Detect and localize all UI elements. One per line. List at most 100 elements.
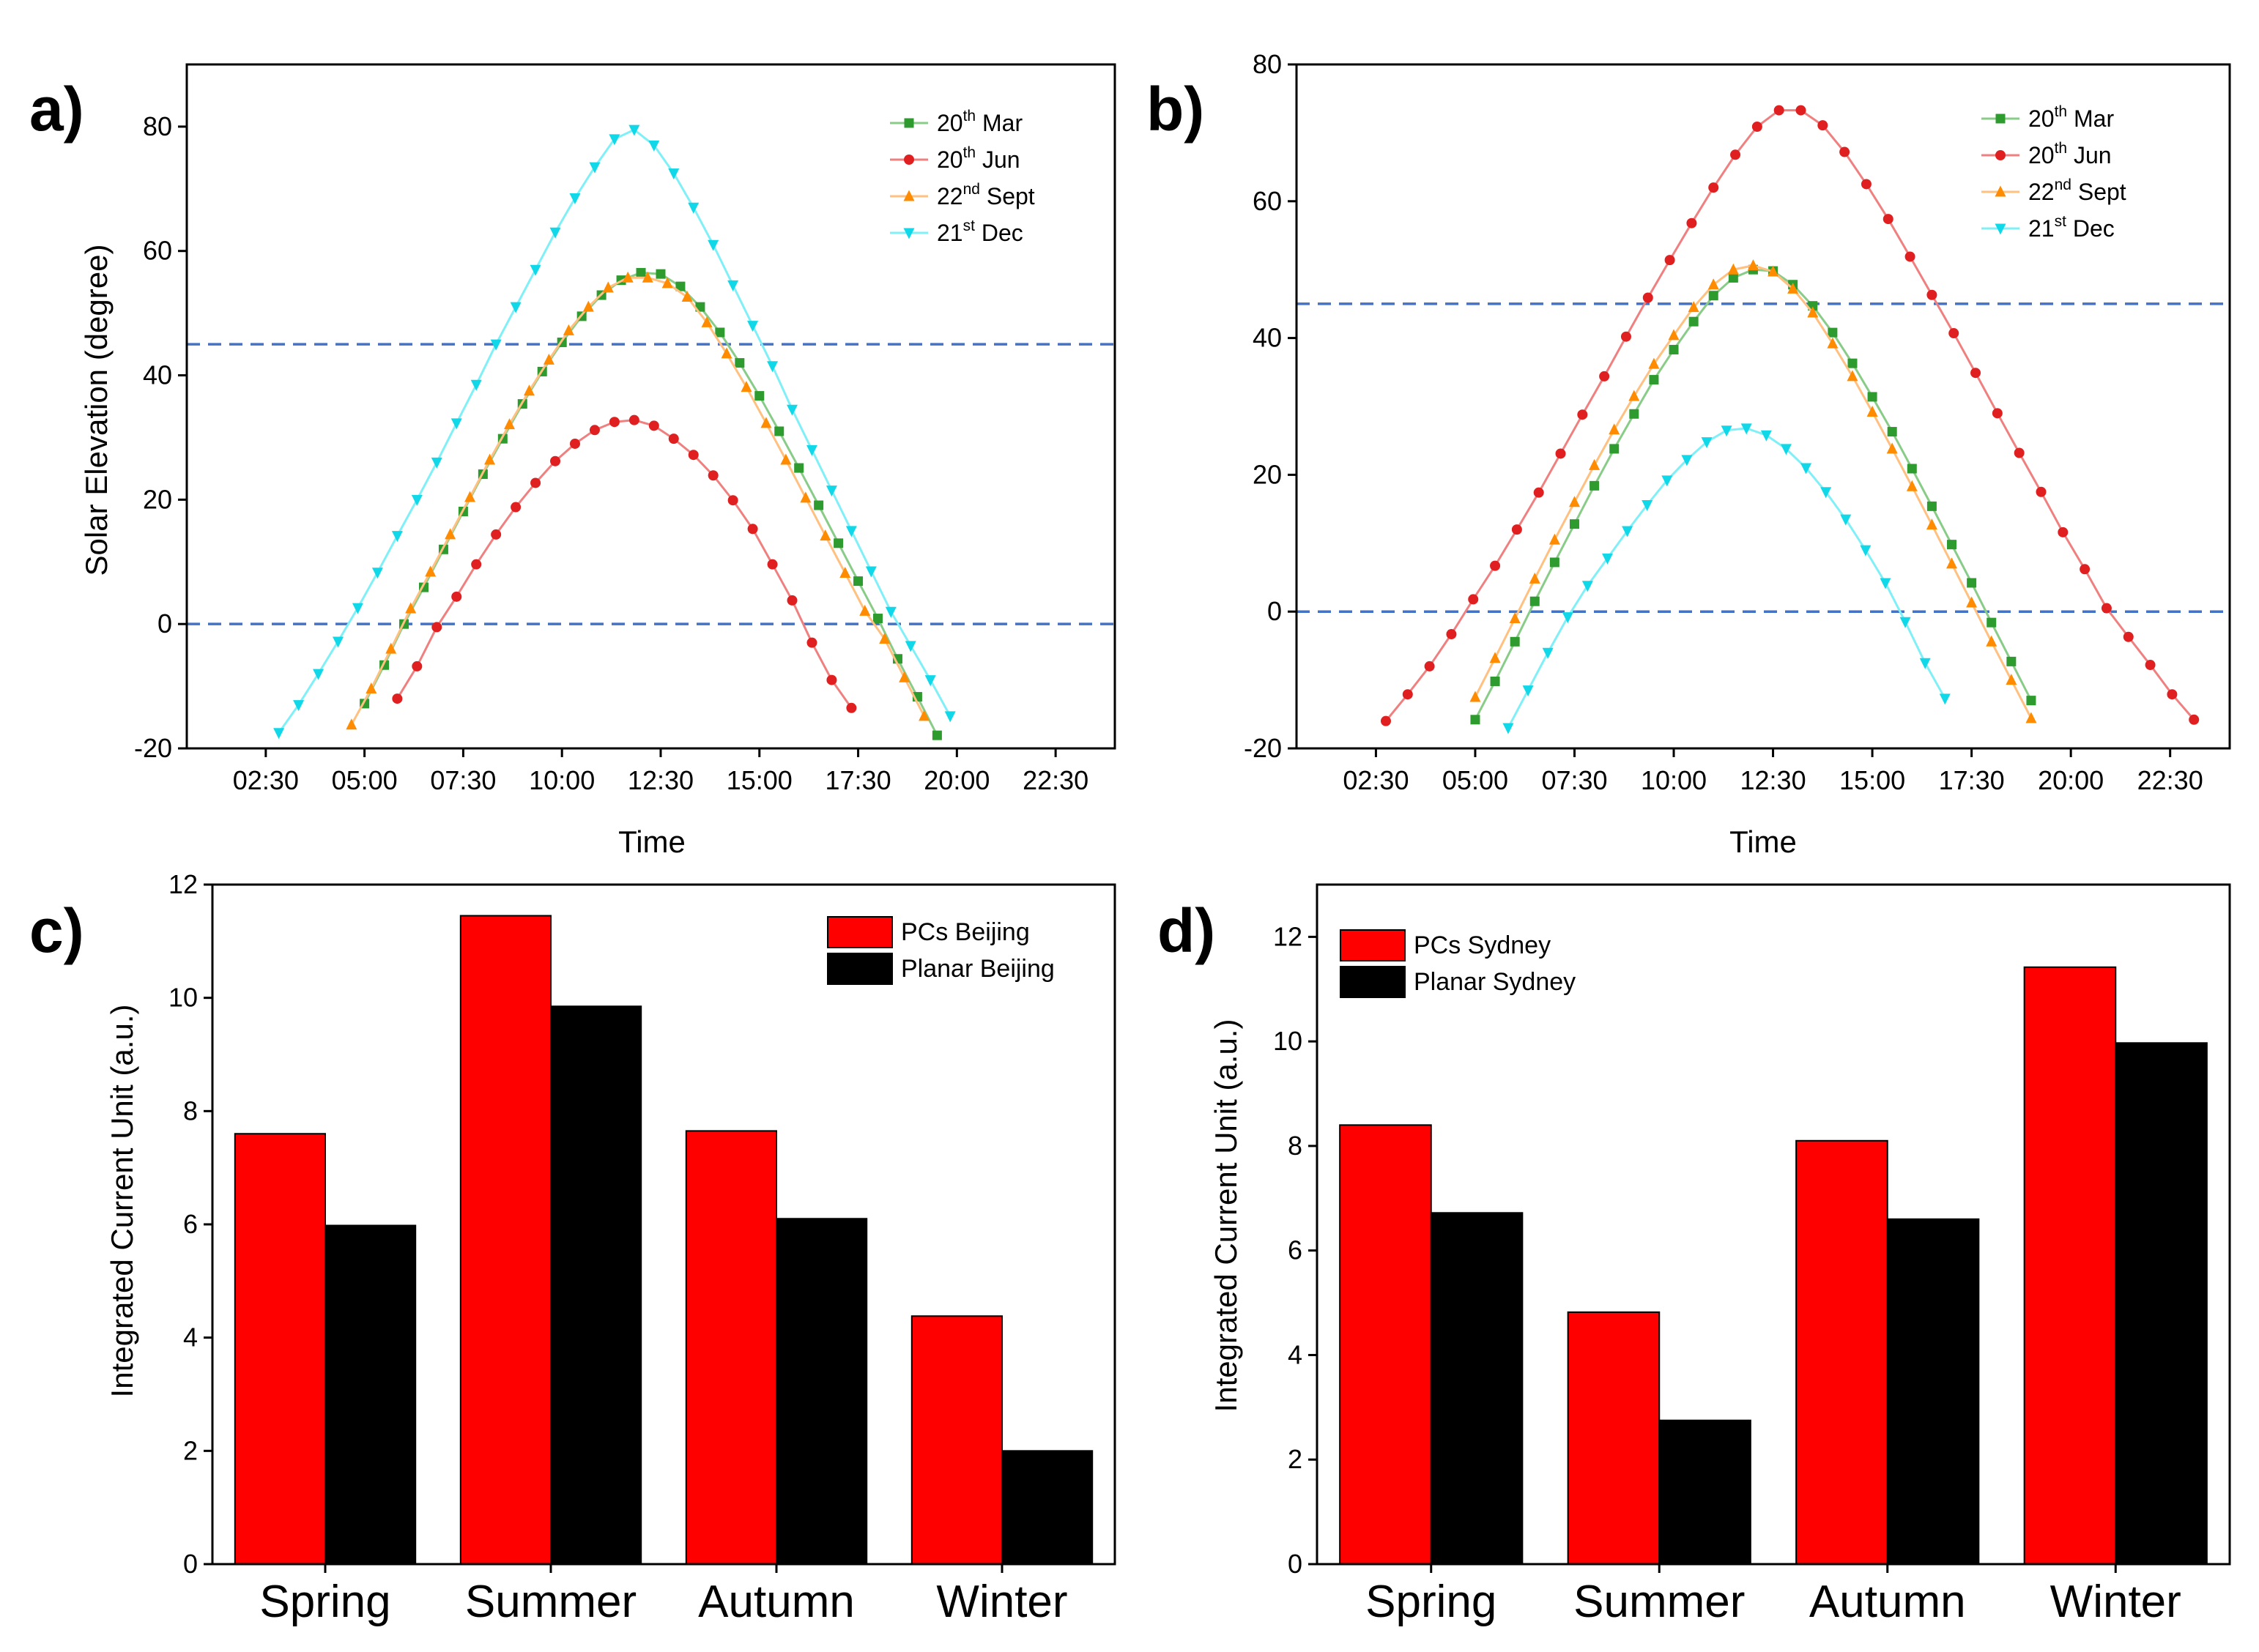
data-point	[820, 529, 831, 541]
data-point	[1577, 409, 1588, 420]
data-point	[628, 124, 640, 136]
data-point	[668, 168, 680, 180]
series-22nd-sept	[1469, 259, 2037, 723]
data-point	[701, 316, 713, 327]
legend-label: 21st Dec	[937, 217, 1023, 246]
legend-label: 20th Mar	[937, 108, 1023, 136]
data-point	[708, 470, 719, 481]
panel-d: 0 2 4 6 8 10 12 Spring Summer Autumn Winter d) In…	[1157, 883, 2231, 1627]
legend-entry: 20th Jun	[890, 144, 1020, 173]
data-point	[464, 491, 476, 502]
data-point	[1424, 661, 1435, 671]
data-point	[1688, 301, 1699, 313]
data-point	[1642, 292, 1653, 303]
panel-c: 0 2 4 6 8 10 12 Spring Summer Autumn Winter c) In…	[29, 869, 1116, 1627]
data-point	[530, 477, 541, 488]
panel-a-y-ticks: -20 0 20 40 60 80	[134, 111, 187, 763]
x-tick-label: 12:30	[1740, 765, 1806, 795]
data-point	[747, 321, 759, 332]
data-point	[628, 414, 639, 425]
data-point	[1510, 636, 1520, 647]
y-tick-label: -20	[1244, 733, 1282, 763]
data-point	[543, 353, 554, 365]
y-tick-label: 0	[1267, 596, 1282, 626]
x-tick-label: 07:30	[1541, 765, 1607, 795]
data-point	[747, 524, 758, 535]
series-line	[1384, 109, 2195, 722]
data-point	[1760, 430, 1772, 442]
data-point	[774, 426, 784, 436]
data-point	[1887, 427, 1897, 437]
category-label: Summer	[1573, 1577, 1745, 1627]
data-point	[503, 418, 515, 430]
data-point	[385, 642, 397, 654]
data-point	[853, 576, 864, 587]
data-point	[1827, 337, 1839, 349]
data-point	[754, 391, 765, 401]
panel-b-frame	[1295, 63, 2231, 750]
data-point	[845, 526, 857, 537]
x-tick-label: 02:30	[233, 765, 299, 795]
y-tick-label: 10	[1273, 1026, 1302, 1056]
data-point	[530, 264, 541, 276]
data-point	[2080, 564, 2091, 575]
legend-marker	[1995, 150, 2006, 160]
data-point	[392, 693, 403, 704]
data-point	[1847, 370, 1858, 382]
panel-b-reference-lines	[1297, 302, 2230, 613]
data-point	[2026, 696, 2036, 706]
y-tick-label: 0	[183, 1549, 198, 1579]
legend-entry: 20th Mar	[1981, 103, 2114, 132]
data-point	[609, 417, 620, 428]
category-label: Spring	[259, 1577, 390, 1627]
data-point	[1970, 368, 1981, 379]
data-point	[1468, 594, 1479, 605]
data-point	[332, 636, 344, 648]
data-point	[1926, 518, 1937, 530]
data-point	[391, 531, 403, 543]
data-point	[313, 669, 324, 680]
x-tick-label: 10:00	[529, 765, 595, 795]
bar-pcs-beijing	[685, 1130, 777, 1565]
panel-c-y-ticks: 0 2 4 6 8 10 12	[168, 869, 212, 1579]
data-point	[735, 358, 745, 368]
legend-entry: 22nd Sept	[890, 181, 1035, 209]
data-point	[484, 453, 496, 465]
data-point	[1490, 676, 1500, 686]
legend-swatch	[827, 916, 893, 948]
data-point	[445, 528, 456, 540]
data-point	[846, 702, 857, 713]
legend-entry: 21st Dec	[890, 217, 1023, 246]
x-tick-label: 17:30	[1939, 765, 2005, 795]
data-point	[787, 595, 798, 606]
legend-label: Planar Sydney	[1414, 968, 1576, 996]
data-point	[1987, 617, 1997, 628]
y-tick-label: 20	[143, 484, 172, 514]
legend-entry: 22nd Sept	[1981, 176, 2126, 205]
bar-planar-beijing	[550, 1005, 642, 1566]
y-tick-label: 60	[143, 236, 172, 266]
data-point	[1548, 533, 1560, 545]
legend-entry: 21st Dec	[1981, 213, 2115, 242]
panel-label-b: b)	[1146, 75, 1204, 144]
data-point	[760, 417, 772, 428]
data-point	[648, 420, 659, 431]
data-point	[1380, 715, 1391, 726]
y-tick-label: 20	[1253, 459, 1282, 489]
data-point	[1470, 715, 1480, 725]
data-point	[1708, 182, 1719, 193]
data-point	[510, 302, 522, 313]
data-point	[1601, 553, 1613, 565]
x-tick-label: 05:00	[1442, 765, 1508, 795]
data-point	[1489, 652, 1501, 663]
data-point	[688, 202, 700, 214]
legend-swatch	[1340, 929, 1406, 961]
data-point	[780, 453, 792, 465]
data-point	[1947, 540, 1957, 550]
panel-label-c: c)	[29, 896, 84, 965]
legend-marker	[1995, 223, 2006, 235]
y-tick-label: 8	[1288, 1131, 1302, 1161]
series-line	[396, 419, 853, 709]
panel-d-y-axis-title: Integrated Current Unit (a.u.)	[1209, 1019, 1243, 1413]
panel-a-reference-lines	[187, 343, 1115, 625]
